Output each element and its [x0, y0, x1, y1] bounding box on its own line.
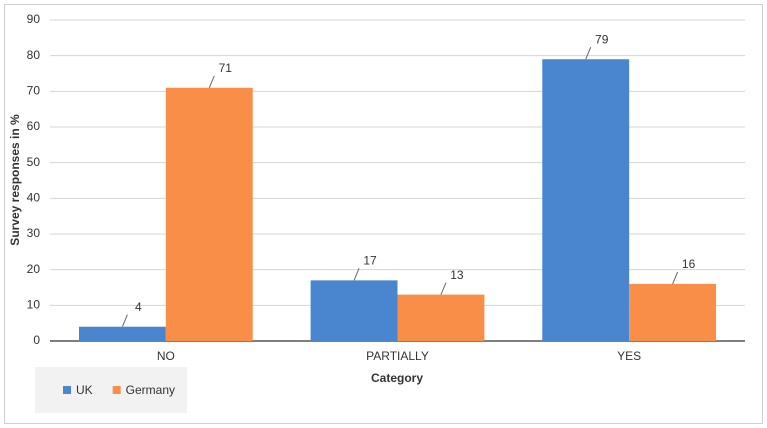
data-label: 13 [450, 268, 464, 282]
y-tick-label: 60 [27, 119, 41, 133]
data-label: 4 [135, 300, 142, 314]
legend-swatch [112, 386, 121, 394]
legend-label: UK [76, 383, 93, 397]
y-tick-label: 30 [27, 226, 41, 240]
y-tick-label: 0 [33, 333, 40, 347]
leader-line [585, 47, 592, 60]
leader-line [353, 268, 360, 281]
chart-border [4, 4, 763, 424]
bar [542, 59, 630, 341]
y-tick-label: 50 [27, 155, 41, 169]
data-label: 17 [363, 254, 377, 268]
legend-swatch [63, 386, 71, 394]
y-tick-label: 20 [27, 262, 41, 276]
y-tick-label: 80 [27, 48, 41, 62]
leader-line [672, 271, 679, 285]
bar [78, 326, 166, 341]
leader-line [440, 282, 447, 295]
leader-line [208, 75, 215, 88]
x-axis-title: Category [371, 371, 423, 385]
y-axis-title: Survey responses in % [8, 114, 22, 246]
bar [629, 283, 717, 341]
bar [165, 87, 253, 342]
data-label: 16 [682, 257, 696, 271]
y-tick-label: 40 [27, 191, 41, 205]
bar [397, 294, 485, 341]
y-tick-label: 90 [27, 12, 41, 26]
x-tick-label: PARTIALLY [366, 349, 429, 363]
leader-line [121, 314, 128, 327]
y-tick-label: 70 [27, 84, 41, 98]
data-label: 79 [595, 32, 609, 46]
x-tick-label: NO [157, 349, 175, 363]
y-tick-label: 10 [27, 298, 41, 312]
bar [310, 280, 398, 341]
legend-label: Germany [126, 383, 175, 397]
legend-box [35, 367, 187, 413]
data-label: 71 [219, 61, 233, 75]
x-tick-label: YES [617, 349, 641, 363]
